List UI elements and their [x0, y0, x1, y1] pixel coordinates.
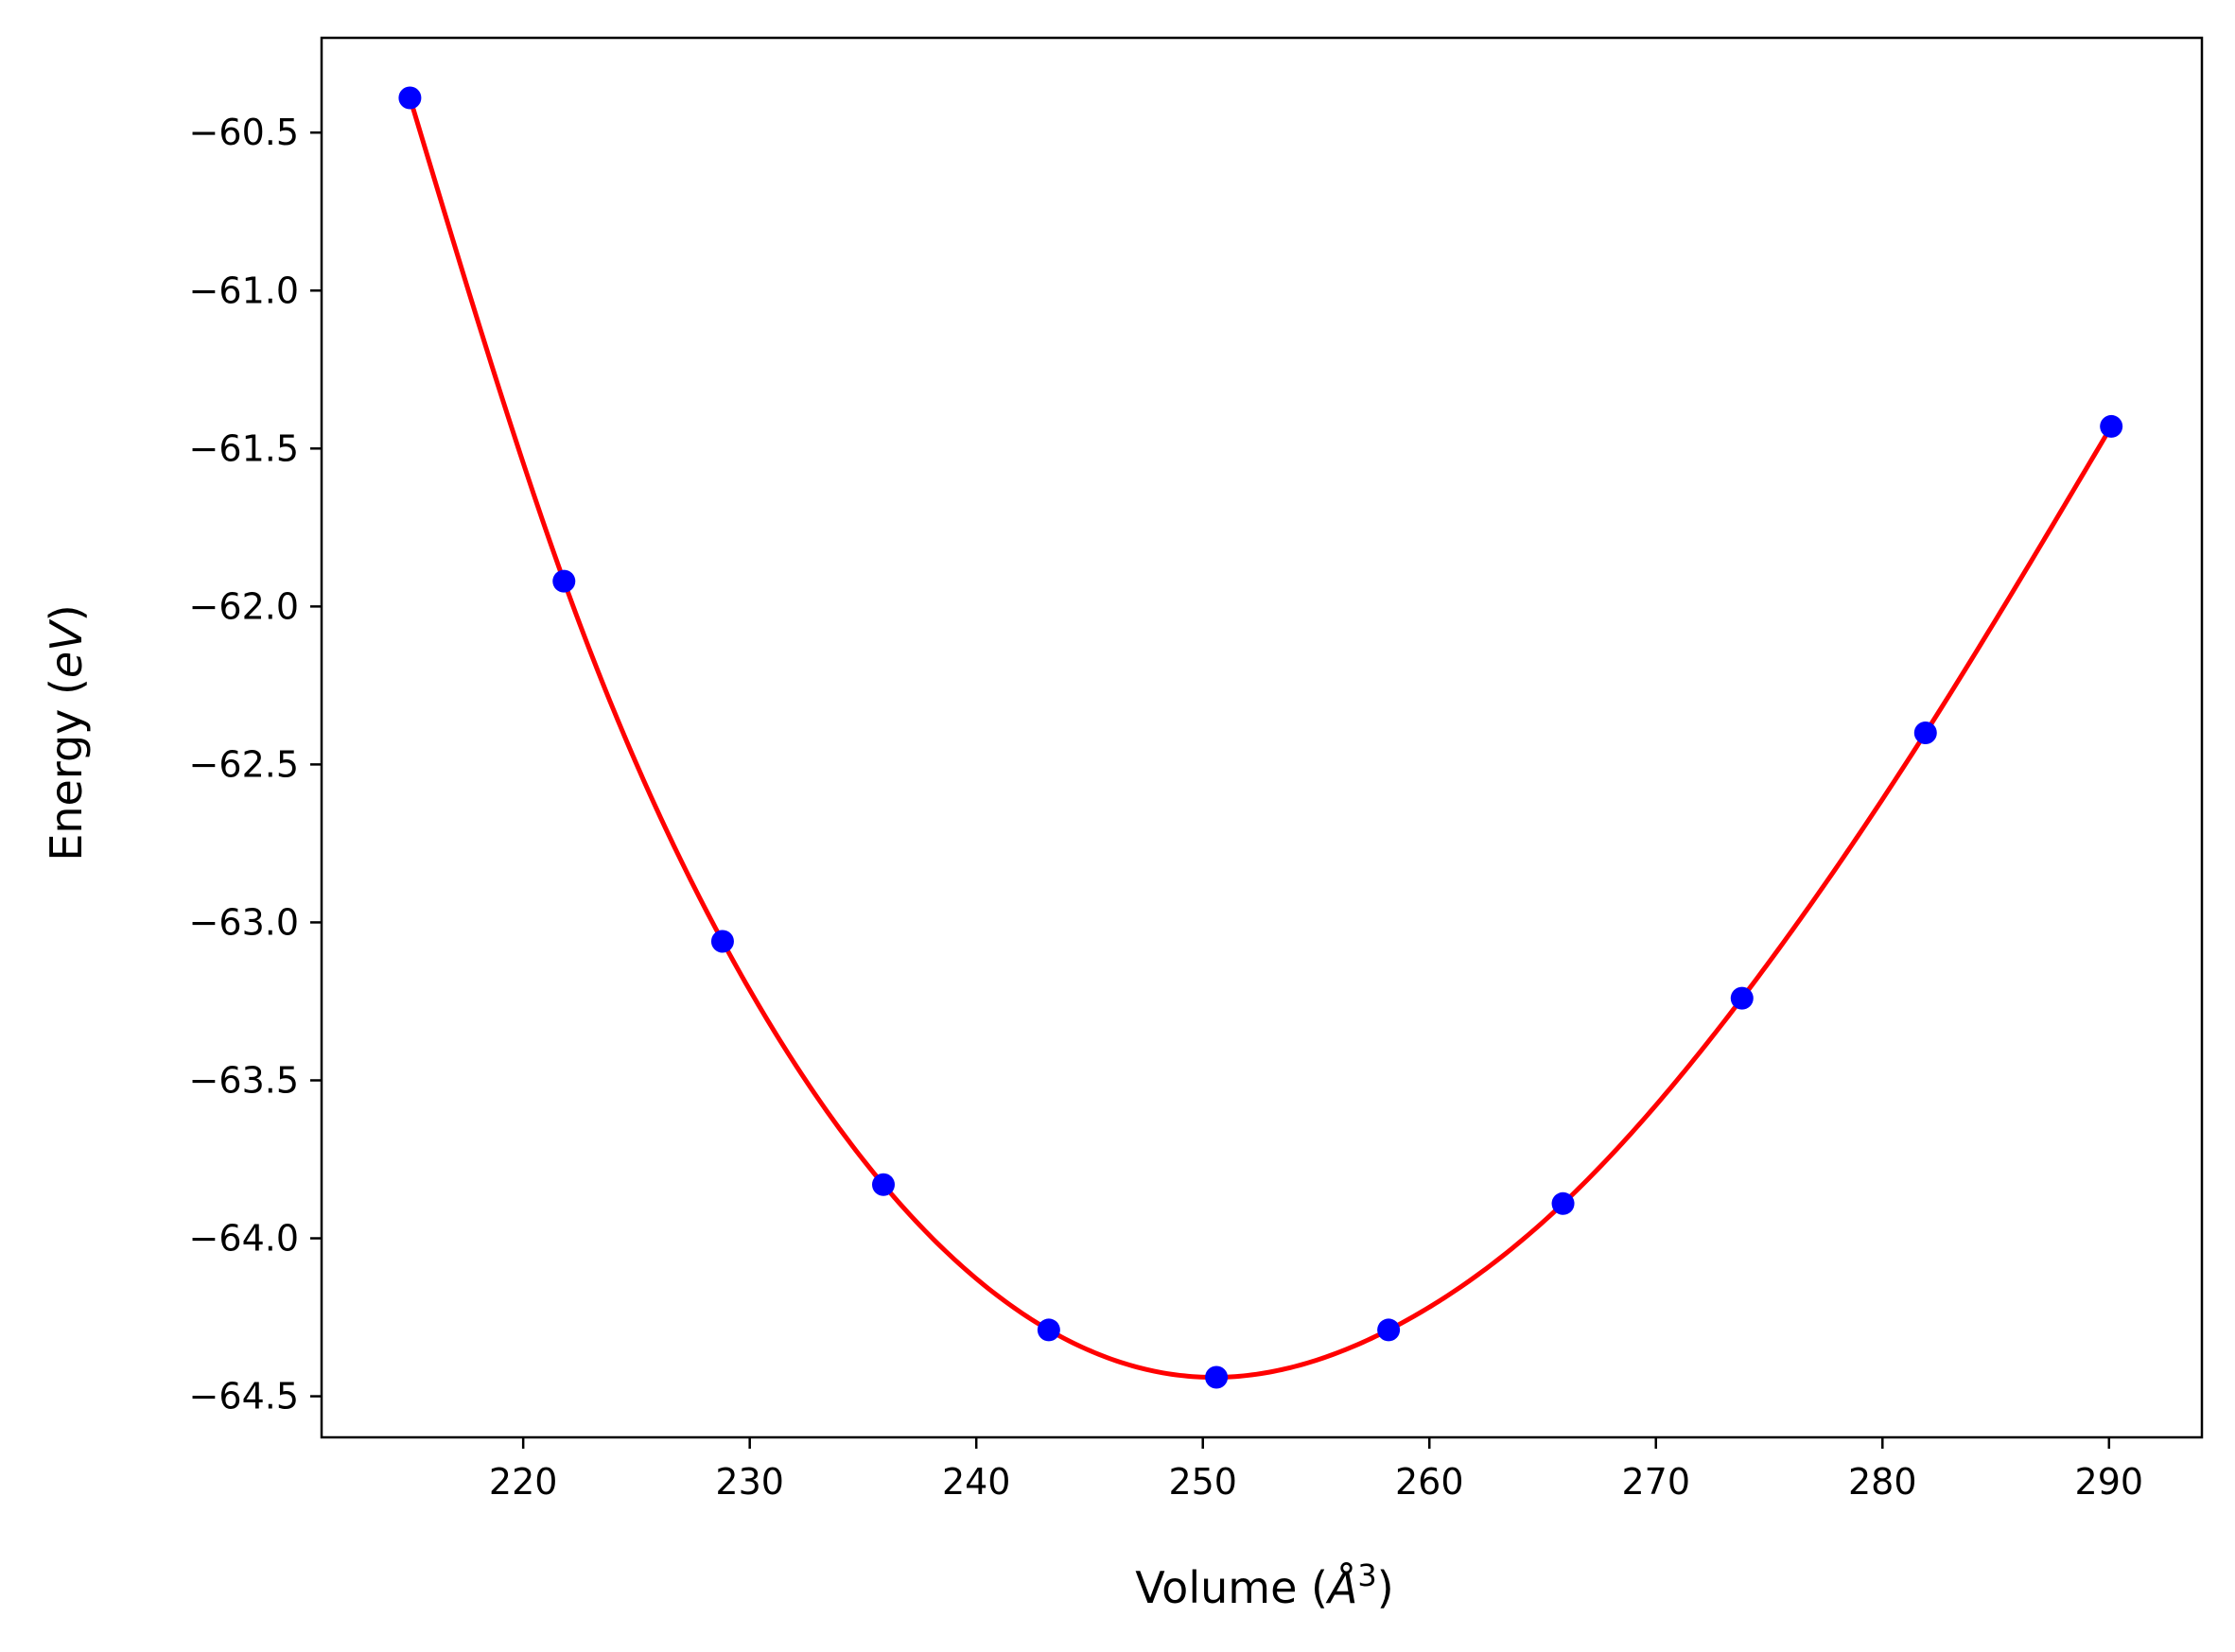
x-axis-label-text: Volume ( — [1135, 1562, 1328, 1613]
x-tick-label: 220 — [489, 1461, 558, 1503]
data-points-layer — [398, 86, 2123, 1389]
plot-frame — [320, 36, 2204, 1439]
y-tick-label: −61.0 — [189, 270, 299, 311]
y-tick-label: −63.5 — [189, 1059, 299, 1101]
y-axis-label-close: ) — [41, 604, 92, 621]
x-axis-label-sup: 3 — [1357, 1557, 1376, 1593]
data-point — [1913, 721, 1937, 744]
data-point — [552, 569, 576, 593]
y-tick-label: −61.5 — [189, 427, 299, 469]
data-point — [872, 1173, 896, 1196]
x-tick-label: 290 — [2075, 1461, 2144, 1503]
y-axis-label-text: Energy ( — [41, 678, 92, 861]
x-tick-label: 260 — [1395, 1461, 1464, 1503]
data-point — [1551, 1191, 1575, 1215]
fit-curve-layer — [408, 96, 2114, 1381]
x-axis-label-close: ) — [1377, 1562, 1394, 1613]
data-point — [1730, 986, 1754, 1010]
y-tick-label: −60.5 — [189, 112, 299, 153]
data-point — [1037, 1318, 1060, 1342]
x-tick-label: 270 — [1621, 1461, 1690, 1503]
y-tick-label: −64.5 — [189, 1376, 299, 1417]
x-tick-label: 230 — [715, 1461, 784, 1503]
y-axis-ticks: −60.5 −61.0 −61.5 −62.0 −62.5 −63.0 −63.5 −64.0… — [189, 112, 322, 1417]
x-axis-label: Volume (Å3) — [1135, 1557, 1393, 1613]
y-tick-label: −62.0 — [189, 585, 299, 627]
y-axis-label-symbol: eV — [41, 618, 92, 678]
data-point — [1377, 1318, 1401, 1342]
data-point — [710, 930, 734, 953]
y-tick-label: −63.0 — [189, 901, 299, 943]
x-tick-label: 250 — [1168, 1461, 1237, 1503]
data-point — [398, 86, 422, 110]
x-tick-label: 280 — [1848, 1461, 1917, 1503]
y-tick-label: −62.5 — [189, 743, 299, 785]
y-tick-label: −64.0 — [189, 1218, 299, 1260]
y-axis-label: Energy (eV) — [41, 604, 92, 861]
fit-curve-line — [408, 96, 2114, 1381]
x-axis-label-symbol: Å — [1325, 1562, 1357, 1613]
x-axis-ticks: 220 230 240 250 260 270 280 290 — [489, 1437, 2143, 1503]
x-tick-label: 240 — [942, 1461, 1011, 1503]
data-point — [2100, 414, 2123, 438]
data-point — [1205, 1365, 1229, 1389]
